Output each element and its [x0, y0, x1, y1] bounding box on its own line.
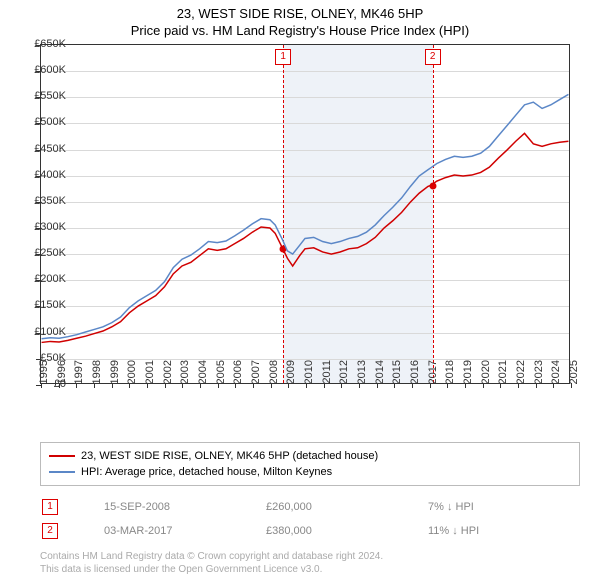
x-axis-label: 1999	[109, 360, 121, 388]
x-axis-label: 2005	[215, 360, 227, 388]
x-axis-label: 2022	[515, 360, 527, 388]
y-axis-label: £450K	[26, 143, 66, 155]
legend-entry: HPI: Average price, detached house, Milt…	[49, 464, 571, 480]
x-axis-label: 2000	[126, 360, 138, 388]
x-axis-label: 2007	[250, 360, 262, 388]
footer-line: This data is licensed under the Open Gov…	[40, 563, 580, 576]
y-axis-label: £100K	[26, 326, 66, 338]
y-axis-label: £550K	[26, 90, 66, 102]
footer-line: Contains HM Land Registry data © Crown c…	[40, 550, 580, 563]
transaction-index: 1	[42, 499, 58, 515]
footer-attribution: Contains HM Land Registry data © Crown c…	[40, 550, 580, 576]
x-axis-label: 2011	[321, 360, 333, 388]
chart-area: 12 £0£50K£100K£150K£200K£250K£300K£350K£…	[40, 44, 600, 414]
y-axis-label: £300K	[26, 221, 66, 233]
legend: 23, WEST SIDE RISE, OLNEY, MK46 5HP (det…	[40, 442, 580, 486]
x-axis-label: 2009	[285, 360, 297, 388]
series-hpi	[42, 94, 569, 338]
transaction-change: 7% ↓ HPI	[428, 496, 578, 518]
y-axis-label: £250K	[26, 247, 66, 259]
legend-swatch	[49, 471, 75, 473]
legend-label: HPI: Average price, detached house, Milt…	[81, 466, 332, 478]
x-axis-label: 2024	[550, 360, 562, 388]
x-axis-label: 2004	[197, 360, 209, 388]
transaction-price: £260,000	[266, 496, 426, 518]
legend-swatch	[49, 455, 75, 457]
x-axis-label: 2013	[356, 360, 368, 388]
legend-entry: 23, WEST SIDE RISE, OLNEY, MK46 5HP (det…	[49, 448, 571, 464]
x-axis-label: 2020	[480, 360, 492, 388]
x-axis-label: 2021	[497, 360, 509, 388]
transactions-table: 1 15-SEP-2008£260,0007% ↓ HPI 2 03-MAR-2017…	[40, 494, 580, 544]
x-axis-label: 2018	[444, 360, 456, 388]
x-axis-label: 1995	[38, 360, 50, 388]
x-axis-label: 1996	[56, 360, 68, 388]
transaction-date: 03-MAR-2017	[104, 520, 264, 542]
transaction-row: 2 03-MAR-2017£380,00011% ↓ HPI	[42, 520, 578, 542]
y-axis-label: £600K	[26, 64, 66, 76]
series-svg	[41, 45, 569, 383]
x-axis-label: 2025	[568, 360, 580, 388]
y-axis-label: £500K	[26, 116, 66, 128]
plot-area: 12	[40, 44, 570, 384]
transaction-row: 1 15-SEP-2008£260,0007% ↓ HPI	[42, 496, 578, 518]
y-axis-label: £150K	[26, 299, 66, 311]
transaction-date: 15-SEP-2008	[104, 496, 264, 518]
x-axis-label: 2003	[179, 360, 191, 388]
x-axis-label: 2008	[268, 360, 280, 388]
chart-title: 23, WEST SIDE RISE, OLNEY, MK46 5HP	[0, 0, 600, 23]
y-axis-label: £200K	[26, 273, 66, 285]
figure-container: 23, WEST SIDE RISE, OLNEY, MK46 5HP Pric…	[0, 0, 600, 560]
y-axis-label: £350K	[26, 195, 66, 207]
x-axis-label: 2017	[427, 360, 439, 388]
x-axis-label: 2016	[409, 360, 421, 388]
y-axis-label: £400K	[26, 169, 66, 181]
x-axis-label: 2001	[144, 360, 156, 388]
x-axis-label: 2014	[374, 360, 386, 388]
x-axis-label: 2002	[162, 360, 174, 388]
x-axis-label: 1998	[91, 360, 103, 388]
x-axis-label: 2010	[303, 360, 315, 388]
chart-subtitle: Price paid vs. HM Land Registry's House …	[0, 23, 600, 44]
x-axis-label: 2012	[338, 360, 350, 388]
transaction-change: 11% ↓ HPI	[428, 520, 578, 542]
x-axis-label: 2006	[232, 360, 244, 388]
legend-label: 23, WEST SIDE RISE, OLNEY, MK46 5HP (det…	[81, 450, 378, 462]
x-axis-label: 1997	[73, 360, 85, 388]
transaction-price: £380,000	[266, 520, 426, 542]
x-axis-label: 2019	[462, 360, 474, 388]
transaction-index: 2	[42, 523, 58, 539]
x-axis-label: 2023	[533, 360, 545, 388]
x-axis-label: 2015	[391, 360, 403, 388]
y-axis-label: £650K	[26, 38, 66, 50]
